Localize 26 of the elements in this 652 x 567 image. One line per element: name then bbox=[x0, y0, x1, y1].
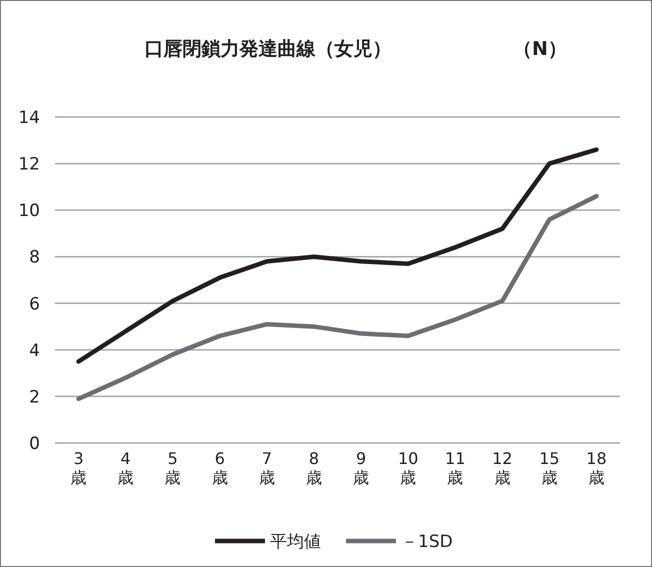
y-axis-title: （N） bbox=[513, 38, 567, 60]
y-tick-label: 14 bbox=[18, 108, 40, 128]
x-tick-label: 12歳 bbox=[492, 449, 512, 487]
y-tick-label: 12 bbox=[18, 154, 40, 175]
x-tick-label: 4歳 bbox=[118, 449, 134, 487]
chart-title: 口唇閉鎖力発達曲線（女児） bbox=[144, 38, 392, 60]
x-tick-label: 10歳 bbox=[398, 449, 418, 487]
line-series bbox=[76, 194, 599, 402]
x-tick-label: 8歳 bbox=[306, 449, 322, 487]
legend-label: －1SD bbox=[401, 532, 453, 552]
x-tick-label: 3歳 bbox=[70, 449, 87, 487]
legend-label: 平均値 bbox=[270, 532, 321, 552]
y-tick-label: 10 bbox=[18, 201, 40, 222]
x-tick-label: 7歳 bbox=[258, 449, 275, 487]
y-tick-label: 6 bbox=[29, 294, 40, 314]
x-tick-label: 9歳 bbox=[353, 449, 370, 487]
line-series bbox=[76, 147, 599, 364]
x-tick-label: 6歳 bbox=[212, 449, 228, 487]
x-tick-label: 18歳 bbox=[586, 449, 607, 487]
x-tick-label: 11歳 bbox=[445, 449, 466, 487]
y-tick-label: 4 bbox=[29, 340, 40, 361]
x-tick-label: 15歳 bbox=[539, 449, 560, 487]
y-tick-label: 0 bbox=[29, 434, 40, 454]
y-tick-label: 8 bbox=[29, 248, 40, 268]
y-tick-label: 2 bbox=[29, 387, 40, 408]
x-tick-label: 5歳 bbox=[164, 449, 181, 487]
